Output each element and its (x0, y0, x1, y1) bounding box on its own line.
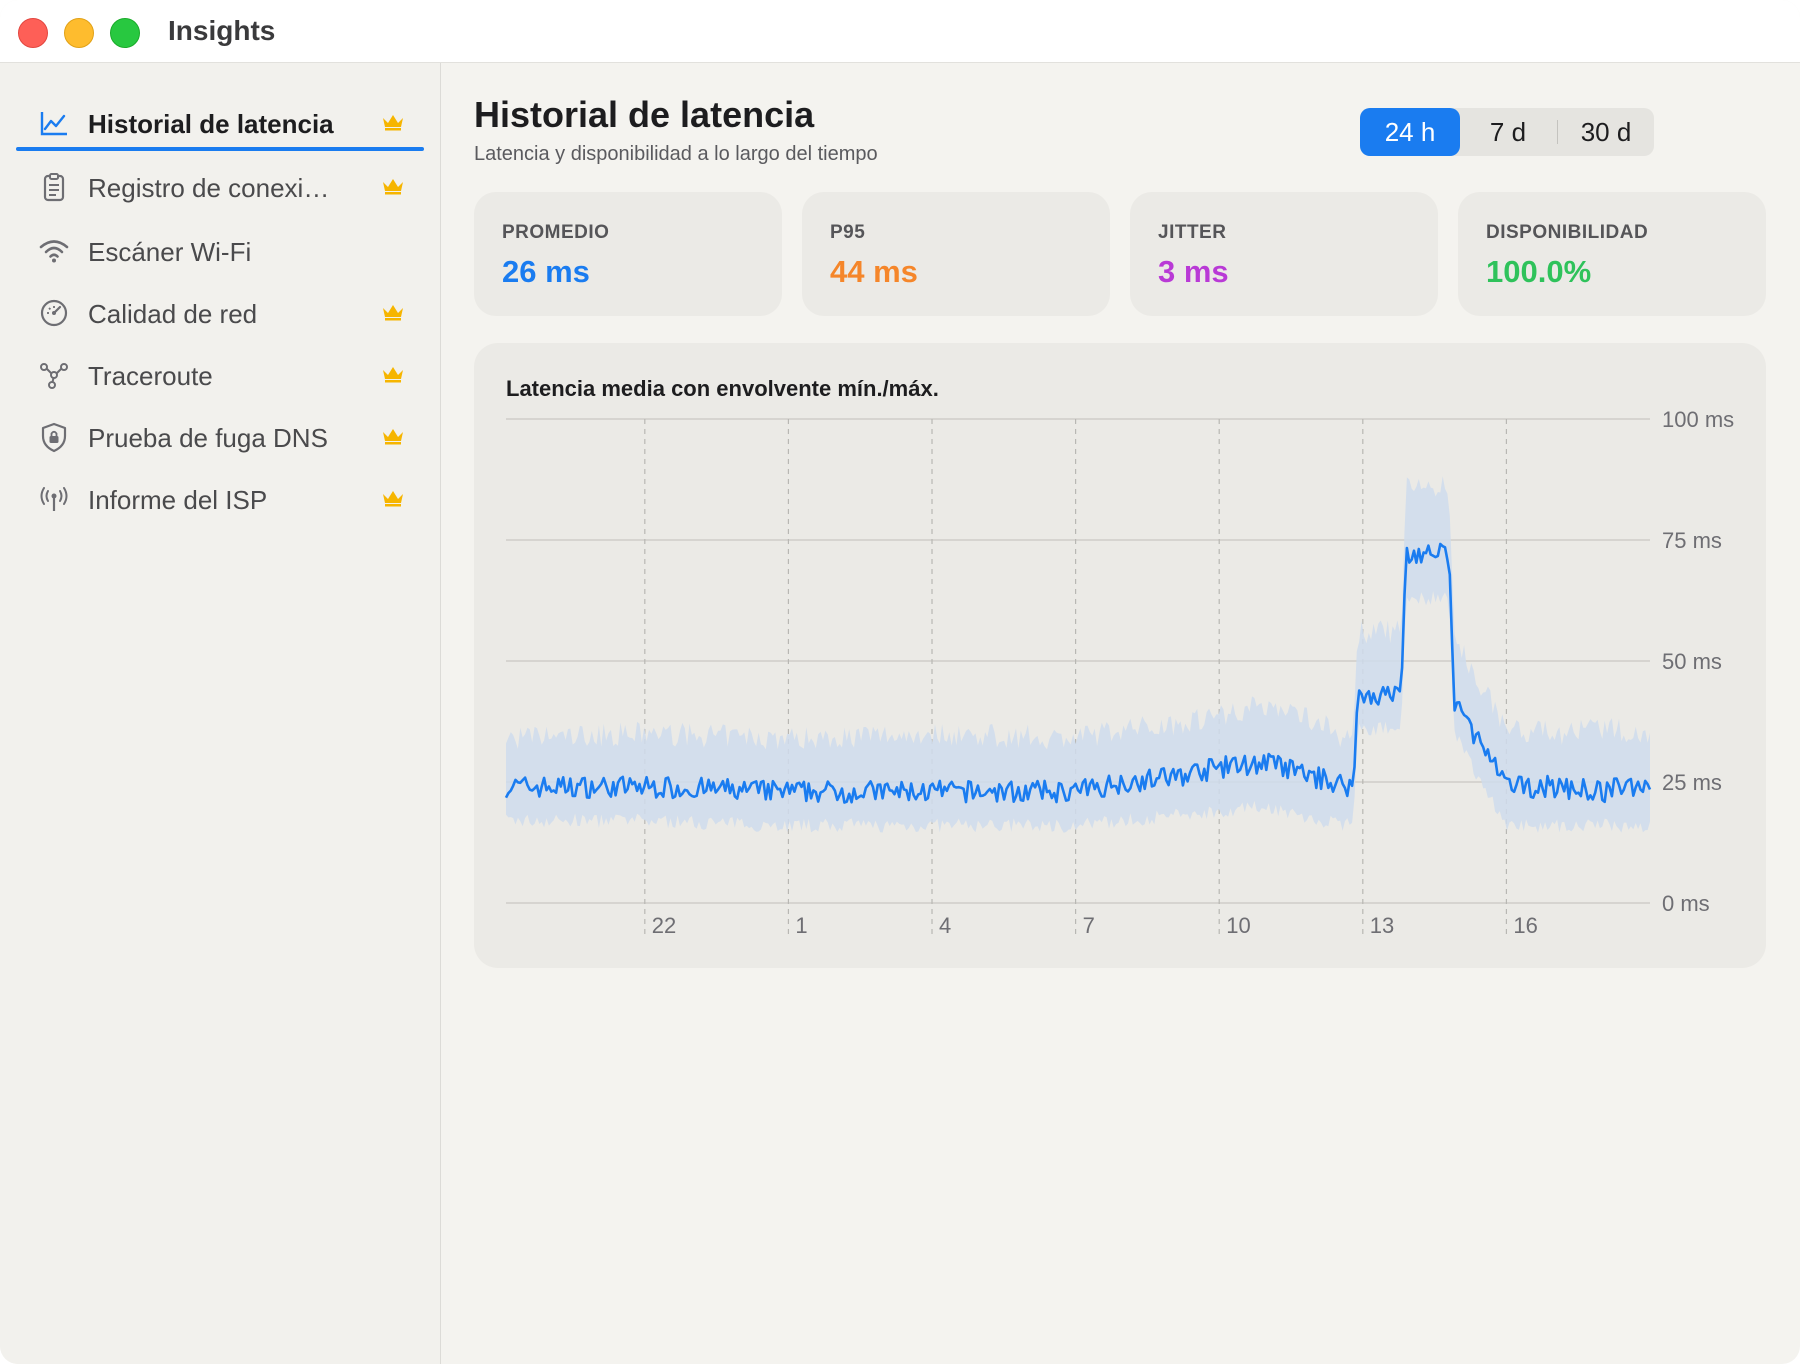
sidebar-item-isp-report[interactable]: Informe del ISP (16, 471, 424, 527)
stat-value: 44 ms (830, 254, 918, 289)
x-tick-label: 1 (795, 913, 807, 938)
x-tick-label: 13 (1370, 913, 1394, 938)
sidebar-item-latency-history[interactable]: Historial de latencia (16, 95, 424, 151)
crown-icon (383, 179, 403, 195)
stat-value: 26 ms (502, 254, 590, 289)
stat-label: P95 (830, 222, 866, 243)
stat-label: JITTER (1158, 222, 1227, 243)
range-option-30d[interactable]: 30 d (1580, 117, 1632, 147)
zoom-window-button[interactable] (110, 18, 140, 48)
sidebar-item-label: Historial de latencia (88, 109, 334, 139)
latency-chart-card: Latencia media con envolvente mín./máx. … (474, 343, 1766, 968)
x-tick-label: 4 (939, 913, 951, 938)
sidebar: Historial de latencia Registro de conexi… (0, 63, 441, 1364)
antenna-icon (40, 487, 68, 511)
sidebar-item-label: Registro de conexi… (88, 173, 330, 203)
x-tick-label: 22 (652, 913, 676, 938)
stat-value: 100.0% (1486, 254, 1592, 289)
stat-value: 3 ms (1158, 254, 1229, 289)
y-tick-label: 25 ms (1662, 770, 1722, 795)
stat-card-jitter: JITTER 3 ms (1130, 192, 1438, 316)
crown-icon (383, 367, 403, 383)
latency-chart: 0 ms 25 ms 50 ms 75 ms 100 ms 22 1 4 7 10 13 16 (504, 407, 1734, 938)
route-icon (40, 363, 68, 389)
sidebar-item-dns-leak-test[interactable]: Prueba de fuga DNS (16, 409, 424, 465)
minimize-window-button[interactable] (64, 18, 94, 48)
crown-icon (383, 305, 403, 321)
close-window-button[interactable] (18, 18, 48, 48)
stat-card-p95: P95 44 ms (802, 192, 1110, 316)
y-tick-label: 100 ms (1662, 407, 1734, 432)
chart-title: Latencia media con envolvente mín./máx. (506, 376, 939, 401)
y-tick-label: 50 ms (1662, 649, 1722, 674)
sidebar-item-wifi-scanner[interactable]: Escáner Wi-Fi (16, 223, 424, 279)
sidebar-item-connection-log[interactable]: Registro de conexi… (16, 159, 424, 215)
crown-icon (383, 429, 403, 445)
range-option-24h[interactable]: 24 h (1360, 108, 1460, 156)
y-tick-label: 75 ms (1662, 528, 1722, 553)
mean-latency-line (504, 542, 1652, 804)
x-tick-label: 16 (1513, 913, 1537, 938)
page-subtitle: Latencia y disponibilidad a lo largo del… (474, 143, 878, 165)
range-option-7d[interactable]: 7 d (1489, 117, 1527, 147)
stat-label: DISPONIBILIDAD (1486, 222, 1649, 243)
stat-card-availability: DISPONIBILIDAD 100.0% (1458, 192, 1766, 316)
x-tick-label: 7 (1083, 913, 1095, 938)
stat-label: PROMEDIO (502, 222, 610, 243)
page-title: Historial de latencia (474, 94, 815, 135)
sidebar-item-label: Informe del ISP (88, 485, 268, 515)
stat-card-average: PROMEDIO 26 ms (474, 192, 782, 316)
shield-lock-icon (41, 422, 67, 453)
clipboard-icon (43, 173, 65, 202)
range-divider (1557, 120, 1558, 144)
sidebar-item-traceroute[interactable]: Traceroute (16, 347, 424, 403)
sidebar-item-label: Prueba de fuga DNS (88, 423, 328, 453)
gauge-icon (40, 299, 68, 327)
line-chart-icon (40, 112, 67, 136)
range-selector: 24 h 7 d 30 d (1360, 108, 1654, 156)
sidebar-item-label: Traceroute (88, 361, 213, 391)
crown-icon (383, 115, 403, 131)
x-tick-label: 10 (1226, 913, 1250, 938)
sidebar-item-label: Escáner Wi-Fi (88, 237, 252, 267)
crown-icon (383, 491, 403, 507)
window-title: Insights (168, 15, 276, 46)
min-max-envelope (506, 476, 1650, 833)
sidebar-item-network-quality[interactable]: Calidad de red (16, 285, 424, 341)
title-bar: Insights (0, 0, 1800, 63)
wifi-icon (39, 240, 69, 263)
y-tick-label: 0 ms (1662, 891, 1710, 916)
sidebar-item-label: Calidad de red (88, 299, 258, 329)
